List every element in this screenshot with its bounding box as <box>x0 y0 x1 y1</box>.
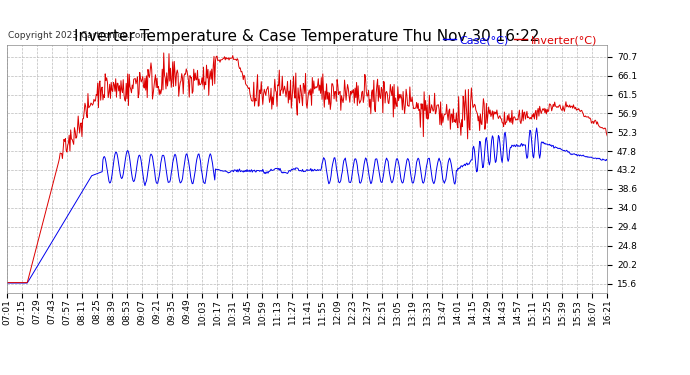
Title: Inverter Temperature & Case Temperature Thu Nov 30 16:22: Inverter Temperature & Case Temperature … <box>75 29 540 44</box>
Legend: Case(°C), Inverter(°C): Case(°C), Inverter(°C) <box>438 31 602 50</box>
Text: Copyright 2023 Cartronics.com: Copyright 2023 Cartronics.com <box>8 32 148 40</box>
